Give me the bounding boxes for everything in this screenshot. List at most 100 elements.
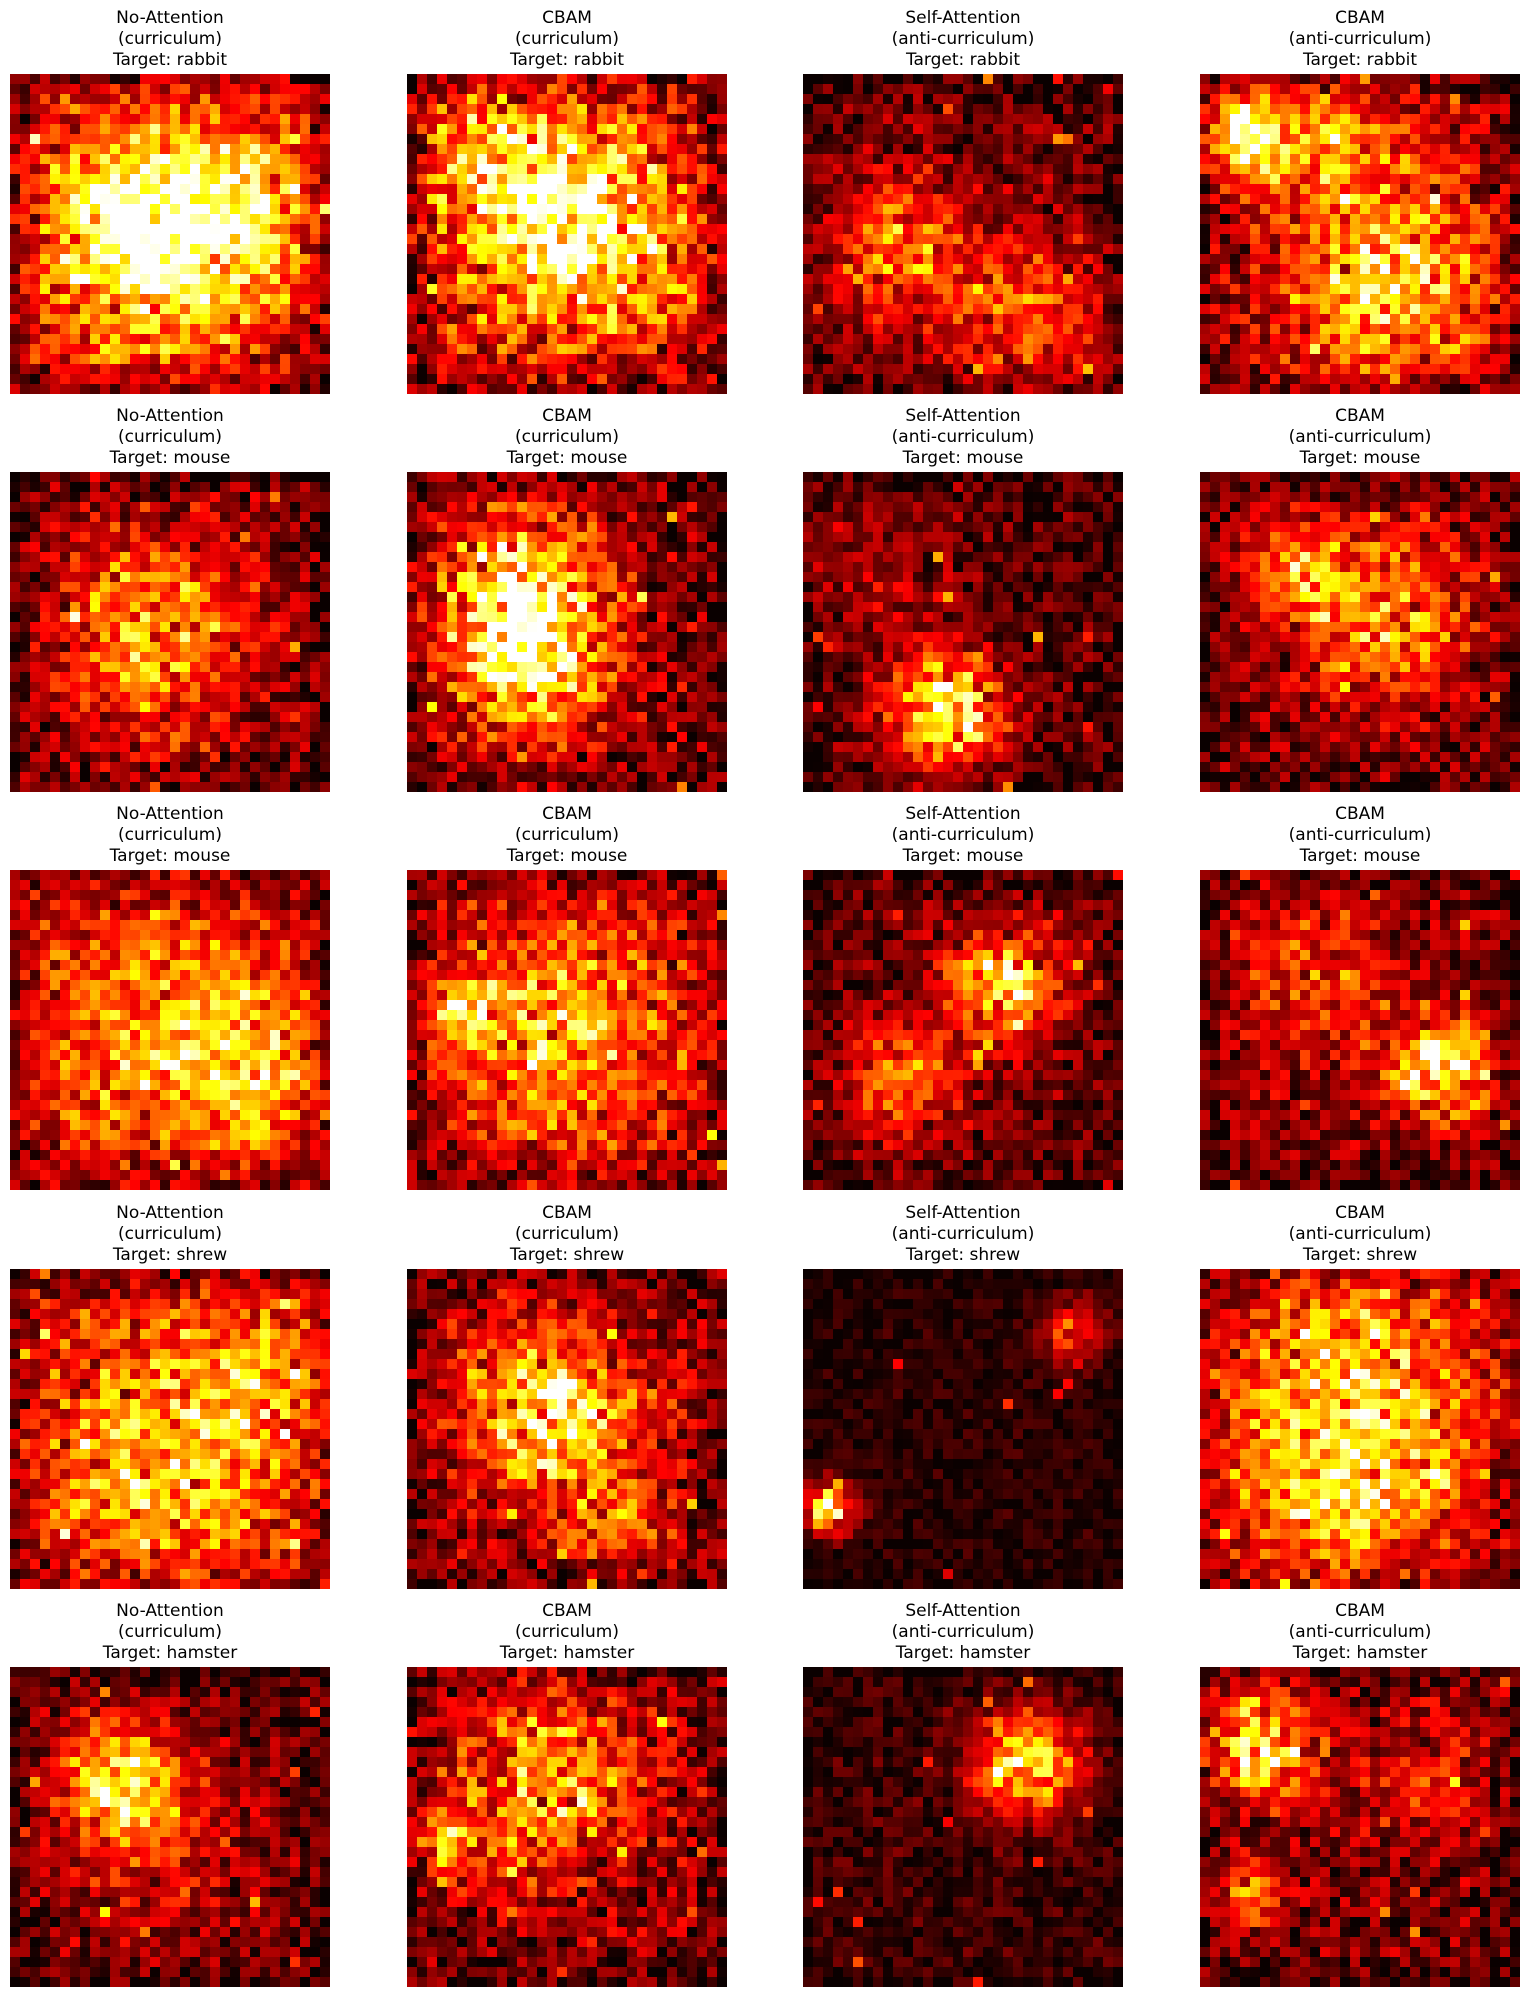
heatmap-cell [457, 194, 468, 205]
heatmap-cell [60, 384, 71, 394]
heatmap-cell [1103, 354, 1114, 365]
heatmap-cell [1240, 354, 1251, 365]
heatmap-cell [647, 354, 658, 365]
heatmap-cell [1053, 154, 1064, 165]
heatmap-cell [310, 582, 321, 593]
heatmap-cell [1240, 234, 1251, 245]
panel-title-model: No-Attention [10, 8, 330, 29]
heatmap-cell [863, 234, 874, 245]
heatmap-cell [1490, 164, 1501, 175]
heatmap-cell [487, 304, 498, 315]
heatmap-cell [1003, 284, 1014, 295]
heatmap-cell [190, 164, 201, 175]
heatmap-cell [260, 562, 271, 573]
heatmap-cell [717, 304, 727, 315]
heatmap-cell [1350, 354, 1361, 365]
heatmap-cell [1200, 124, 1211, 135]
heatmap-cell [1053, 384, 1064, 394]
heatmap-cell [537, 244, 548, 255]
heatmap-cell [120, 662, 131, 673]
heatmap-cell [1083, 274, 1094, 285]
heatmap-cell [90, 732, 101, 743]
heatmap-cell [1033, 284, 1044, 295]
heatmap-cell [557, 84, 568, 95]
heatmap-cell [1260, 274, 1271, 285]
heatmap-cell [220, 712, 231, 723]
heatmap-cell [667, 244, 678, 255]
heatmap-cell [1460, 164, 1471, 175]
heatmap-cell [903, 94, 914, 105]
heatmap-cell [1280, 104, 1291, 115]
heatmap-cell [1380, 234, 1391, 245]
heatmap-cell [1320, 274, 1331, 285]
heatmap-cell [617, 74, 628, 85]
heatmap-cell [10, 194, 21, 205]
heatmap-cell [477, 214, 488, 225]
heatmap-cell [953, 184, 964, 195]
heatmap-cell [130, 522, 141, 533]
heatmap-cell [507, 194, 518, 205]
heatmap-cell [953, 234, 964, 245]
heatmap-cell [1410, 144, 1421, 155]
heatmap-cell [1470, 214, 1481, 225]
heatmap-cell [210, 144, 221, 155]
heatmap-cell [1410, 74, 1421, 85]
heatmap-cell [80, 632, 91, 643]
heatmap-cell [240, 124, 251, 135]
heatmap-cell [1033, 244, 1044, 255]
heatmap-cell [30, 174, 41, 185]
heatmap-cell [150, 692, 161, 703]
heatmap-cell [587, 334, 598, 345]
heatmap-cell [1320, 244, 1331, 255]
heatmap-cell [933, 214, 944, 225]
heatmap-cell [1340, 334, 1351, 345]
heatmap-cell [407, 204, 418, 215]
heatmap-cell [547, 194, 558, 205]
heatmap-cell [1013, 184, 1024, 195]
heatmap-cell [230, 74, 241, 85]
heatmap-cell [507, 124, 518, 135]
heatmap-cell [20, 164, 31, 175]
heatmap-cell [170, 492, 181, 503]
heatmap-cell [1510, 114, 1520, 125]
heatmap-cell [90, 662, 101, 673]
heatmap-cell [100, 284, 111, 295]
heatmap-cell [200, 244, 211, 255]
heatmap-cell [427, 274, 438, 285]
heatmap-cell [150, 384, 161, 394]
heatmap-cell [1033, 234, 1044, 245]
heatmap-cell [667, 154, 678, 165]
heatmap-cell [260, 234, 271, 245]
heatmap-cell [300, 702, 311, 713]
heatmap-cell [10, 364, 21, 375]
heatmap-cell [80, 224, 91, 235]
heatmap-cell [50, 334, 61, 345]
heatmap-cell [657, 214, 668, 225]
heatmap-cell [40, 672, 51, 683]
heatmap-cell [677, 264, 688, 275]
heatmap-cell [497, 284, 508, 295]
heatmap-cell [320, 154, 330, 165]
heatmap-cell [190, 682, 201, 693]
heatmap-cell [1370, 324, 1381, 335]
heatmap-cell [180, 532, 191, 543]
heatmap-cell [427, 334, 438, 345]
heatmap-cell [1073, 274, 1084, 285]
heatmap-cell [1270, 254, 1281, 265]
heatmap-cell [1023, 154, 1034, 165]
heatmap-cell [627, 224, 638, 235]
heatmap-cell [1210, 204, 1221, 215]
heatmap-cell [50, 194, 61, 205]
heatmap-cell [1310, 84, 1321, 95]
heatmap-cell [1260, 204, 1271, 215]
heatmap-cell [1093, 124, 1104, 135]
heatmap-cell [80, 204, 91, 215]
heatmap-cell [1230, 284, 1241, 295]
heatmap-cell [953, 224, 964, 235]
heatmap-cell [150, 662, 161, 673]
heatmap-cell [30, 244, 41, 255]
heatmap-cell [230, 234, 241, 245]
heatmap-cell [100, 134, 111, 145]
heatmap-cell [457, 294, 468, 305]
heatmap-cell [1320, 124, 1331, 135]
